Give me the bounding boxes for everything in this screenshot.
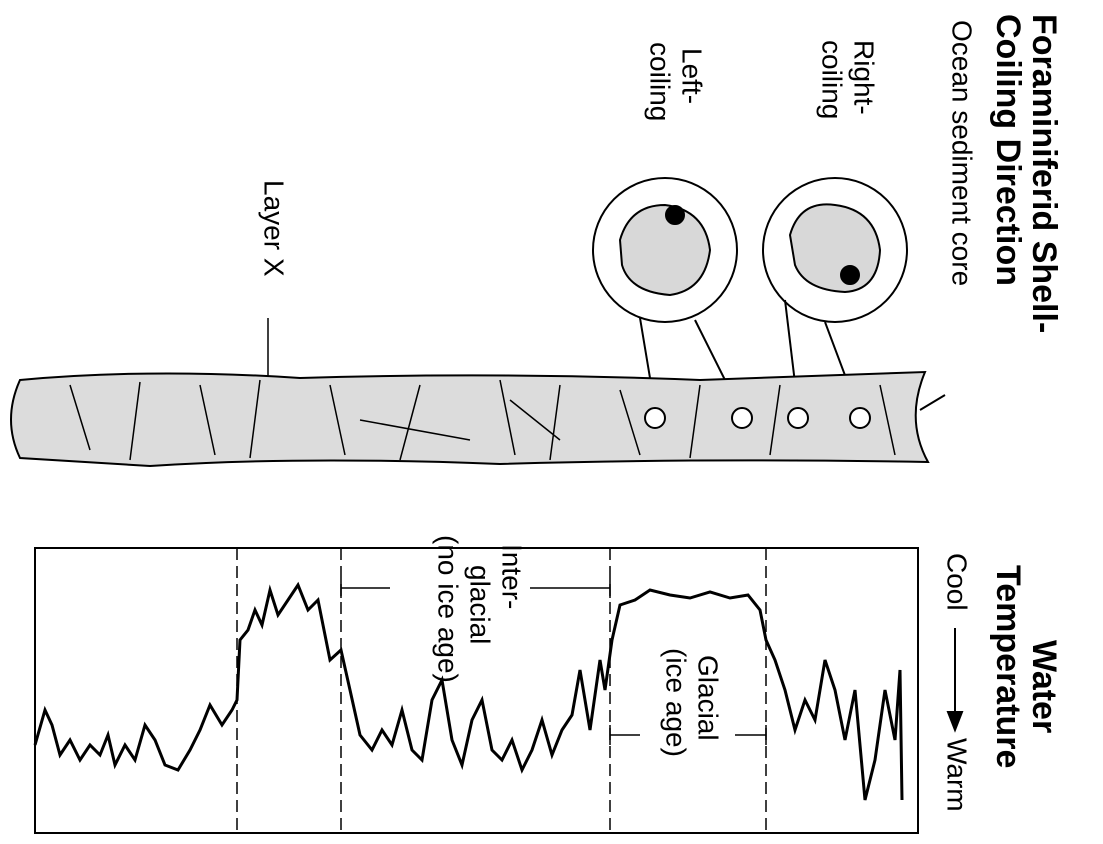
temp-title: Temperature bbox=[989, 565, 1027, 768]
left-label: Left- bbox=[677, 48, 708, 104]
warm-label: Warm bbox=[942, 738, 973, 812]
glacial-label: (ice age) bbox=[661, 648, 692, 757]
temperature-chart bbox=[33, 547, 919, 834]
title-line: Coiling Direction bbox=[989, 14, 1027, 286]
shells bbox=[592, 177, 908, 411]
core-label: Ocean sediment core bbox=[947, 20, 978, 286]
right-label: Right- bbox=[849, 40, 880, 115]
cool-label: Cool bbox=[942, 553, 973, 611]
interglacial-label: Inter- bbox=[497, 544, 528, 609]
layer-label: Layer X bbox=[259, 180, 290, 277]
right-label: coiling bbox=[817, 40, 848, 119]
core bbox=[10, 370, 946, 468]
glacial-label: Glacial bbox=[693, 655, 724, 741]
title-line: Foraminiferid Shell- bbox=[1025, 14, 1063, 333]
temp-title: Water bbox=[1025, 640, 1063, 733]
left-label: coiling bbox=[645, 42, 676, 121]
interglacial-label: glacial bbox=[465, 565, 496, 644]
arrow bbox=[946, 628, 964, 733]
interglacial-label: (no ice age) bbox=[433, 535, 464, 683]
